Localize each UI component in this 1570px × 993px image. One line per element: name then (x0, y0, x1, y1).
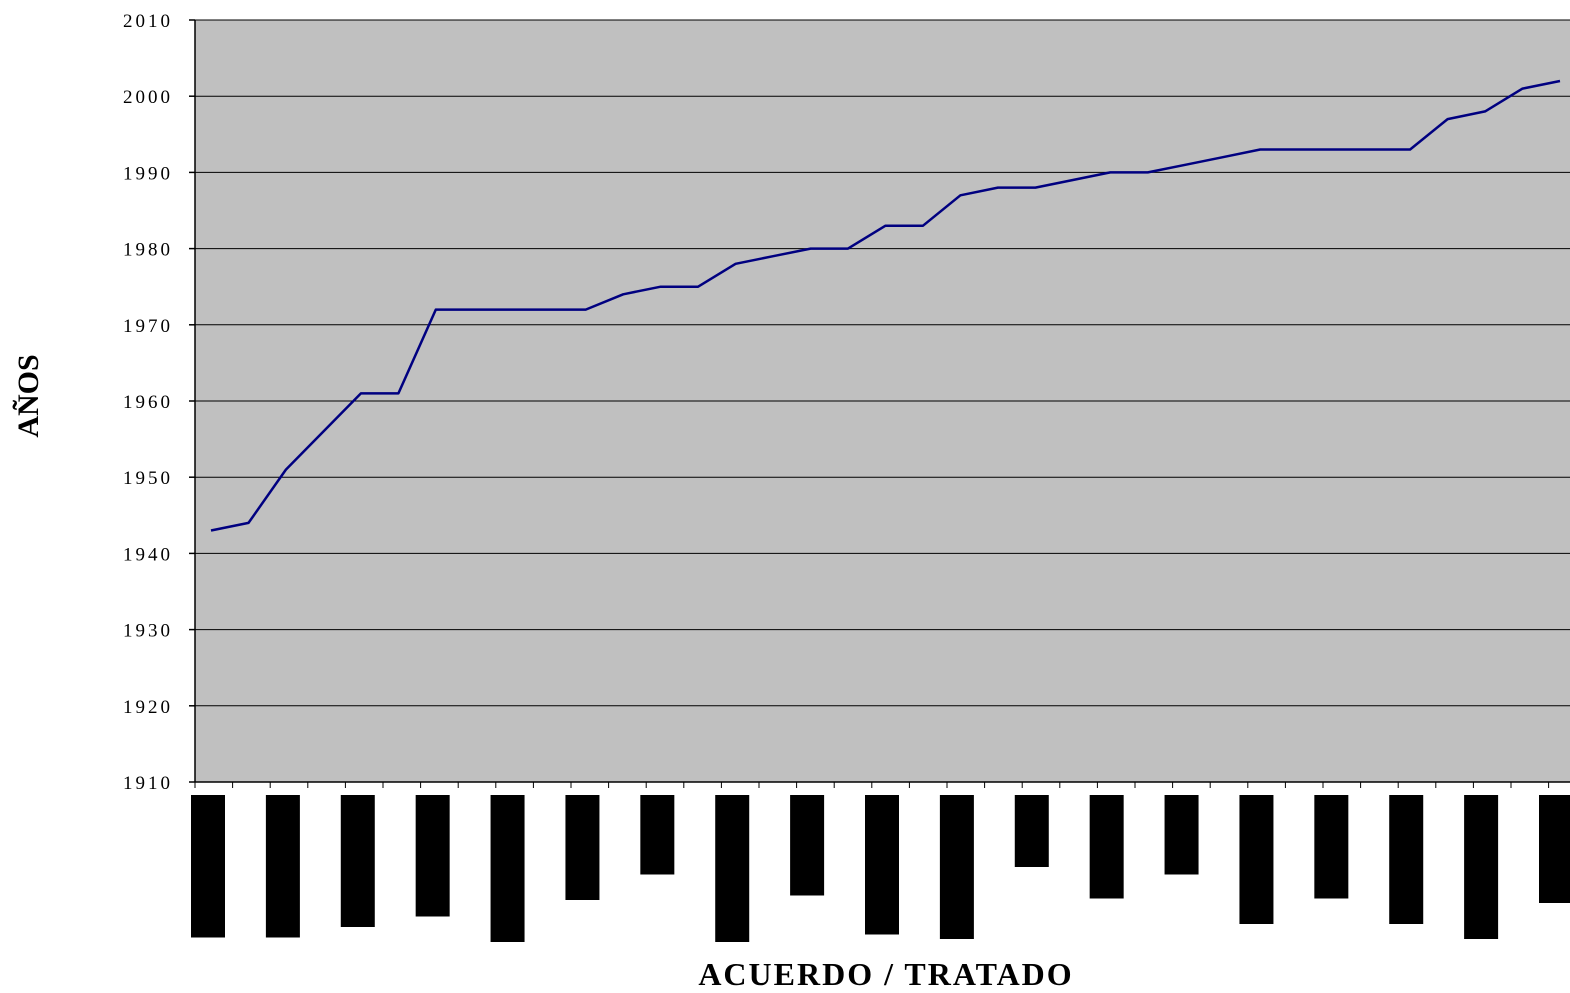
y-axis-ticks: 1910 1920 1930 1940 1950 1960 1970 1980 1990 2000… (123, 11, 195, 794)
y-tick-label: 1930 (123, 621, 173, 642)
y-tick-label: 1990 (123, 163, 173, 184)
category-label-bar (1164, 795, 1199, 875)
category-label-bar (191, 795, 225, 938)
category-label-bar (1539, 795, 1570, 903)
category-label-bar (1014, 795, 1049, 867)
category-label-bar (565, 795, 600, 900)
category-label-bar (415, 795, 450, 917)
y-tick-label: 1940 (123, 544, 173, 565)
y-axis-title: AÑOS (12, 354, 45, 437)
category-label-bar (1239, 795, 1274, 924)
category-label-bar (340, 795, 375, 927)
y-tick-label: 1970 (123, 316, 173, 337)
category-label-bar (640, 795, 675, 875)
category-label-bar (790, 795, 825, 896)
category-label-bar (1089, 795, 1124, 899)
category-label-bar (265, 795, 300, 938)
category-label-bar (865, 795, 899, 935)
y-tick-label: 1950 (123, 468, 173, 489)
series (210, 79, 1561, 532)
gridlines (195, 19, 1570, 707)
y-tick-label: 1910 (123, 773, 173, 794)
y-tick-label: 1920 (123, 697, 173, 718)
y-tick-label: 2010 (123, 11, 173, 32)
category-label-bar (715, 795, 750, 942)
x-axis-ticks (194, 782, 1550, 788)
y-tick-label: 1980 (123, 240, 173, 261)
category-label-bars (191, 795, 1570, 942)
x-axis-title: ACUERDO / TRATADO (698, 956, 1073, 992)
category-label-bar (1389, 795, 1424, 924)
category-label-bar (939, 795, 974, 939)
category-label-bar (490, 795, 525, 942)
category-label-bar (1464, 795, 1499, 939)
category-label-bar (1314, 795, 1349, 899)
y-tick-label: 2000 (123, 87, 173, 108)
y-tick-label: 1960 (123, 392, 173, 413)
